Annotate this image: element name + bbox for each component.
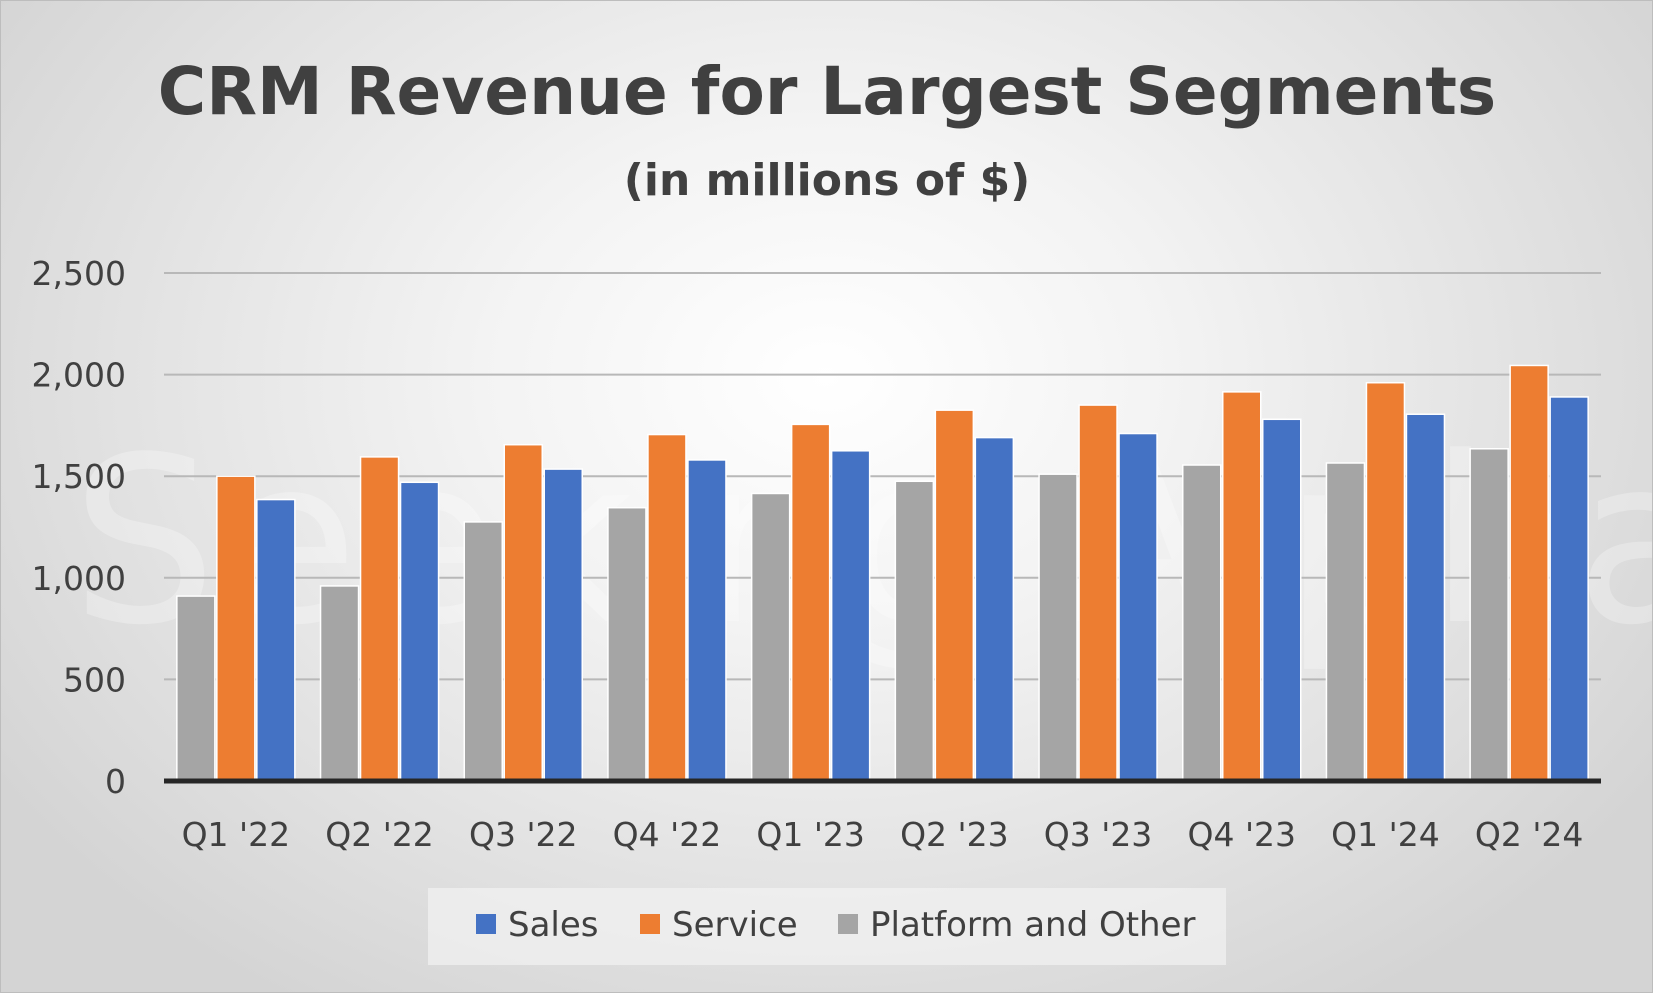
- chart-title: CRM Revenue for Largest Segments: [158, 53, 1496, 130]
- y-tick-label: 2,000: [32, 356, 126, 395]
- chart-subtitle: (in millions of $): [624, 155, 1030, 206]
- bar-sales: [1118, 432, 1158, 782]
- y-tick-label: 0: [105, 762, 126, 801]
- bar-service: [1078, 404, 1118, 782]
- bar-service: [1222, 391, 1262, 782]
- x-tick-label: Q1 '23: [756, 815, 865, 854]
- bar-sales: [543, 468, 583, 782]
- bar-service: [216, 475, 256, 782]
- y-tick-label: 1,000: [32, 559, 126, 598]
- bar-platform-and-other: [463, 521, 503, 782]
- bar-platform-and-other: [607, 506, 647, 782]
- bar-sales: [1262, 418, 1302, 782]
- bars: [164, 364, 1601, 784]
- bar-platform-and-other: [176, 595, 216, 782]
- legend: Sales Service Platform and Other: [476, 905, 1196, 945]
- bar-sales: [1549, 396, 1589, 782]
- bar-service: [790, 423, 831, 782]
- x-tick-label: Q2 '22: [325, 815, 434, 854]
- bar-sales: [1405, 413, 1446, 782]
- x-tick-label: Q1 '22: [182, 815, 291, 854]
- legend-label: Sales: [508, 905, 599, 945]
- x-tick-label: Q4 '23: [1187, 815, 1296, 854]
- bar-sales: [687, 459, 727, 782]
- bar-service: [359, 456, 400, 782]
- bar-service: [934, 409, 975, 782]
- y-tick-label: 1,500: [32, 457, 126, 496]
- bar-platform-and-other: [1325, 462, 1366, 782]
- legend-swatch-sales: [476, 914, 496, 934]
- legend-label: Platform and Other: [870, 905, 1196, 945]
- bar-service: [503, 443, 543, 782]
- bar-sales: [399, 481, 440, 782]
- x-tick-label: Q2 '23: [900, 815, 1009, 854]
- x-tick-label: Q3 '23: [1044, 815, 1153, 854]
- y-axis-ticks: 0 500 1,000 1,500 2,000 2,500: [32, 254, 126, 801]
- y-tick-label: 2,500: [32, 254, 126, 293]
- bar-platform-and-other: [319, 585, 360, 782]
- legend-swatch-service: [640, 914, 660, 934]
- bar-sales: [974, 436, 1015, 782]
- bar-sales: [256, 498, 296, 782]
- x-axis-ticks: Q1 '22 Q2 '22 Q3 '22 Q4 '22 Q1 '23 Q2 '23 Q3 '…: [182, 815, 1584, 854]
- bar-platform-and-other: [1469, 448, 1509, 782]
- bar-service: [1365, 381, 1406, 782]
- x-tick-label: Q1 '24: [1331, 815, 1440, 854]
- bar-platform-and-other: [894, 480, 935, 782]
- legend-label: Service: [672, 905, 798, 945]
- bar-service: [1509, 364, 1549, 782]
- bar-platform-and-other: [1038, 473, 1078, 782]
- y-tick-label: 500: [63, 660, 126, 699]
- bar-platform-and-other: [1182, 464, 1222, 782]
- x-tick-label: Q2 '24: [1475, 815, 1584, 854]
- x-tick-label: Q3 '22: [469, 815, 578, 854]
- bar-service: [647, 433, 687, 782]
- x-tick-label: Q4 '22: [613, 815, 722, 854]
- bar-sales: [830, 450, 871, 782]
- legend-box: [428, 888, 1226, 965]
- bar-platform-and-other: [750, 492, 791, 782]
- legend-swatch-platform-and-other: [838, 914, 858, 934]
